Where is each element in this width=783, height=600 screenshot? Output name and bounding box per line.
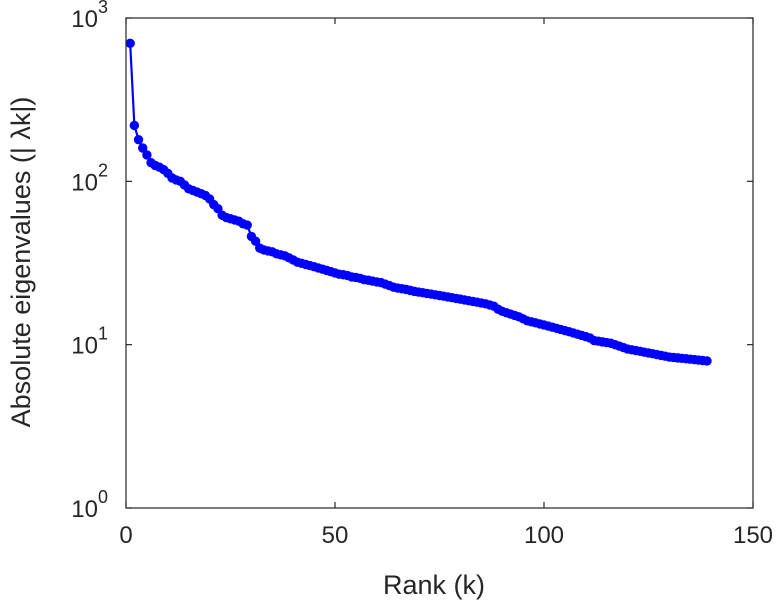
y-tick-exponent: 3 (98, 0, 108, 17)
y-tick-base: 10 (71, 169, 98, 196)
y-tick-label: 100 (71, 487, 108, 523)
data-point (142, 150, 152, 160)
data-point (129, 120, 140, 131)
data-point (250, 236, 261, 246)
x-tick-label: 50 (322, 522, 349, 549)
x-tick-label: 150 (733, 522, 773, 549)
data-point (138, 143, 148, 153)
x-axis-ticks: 0 50 100 150 (119, 18, 773, 549)
y-tick-exponent: 0 (98, 487, 108, 507)
data-point (242, 220, 252, 230)
y-tick-base: 10 (71, 496, 98, 523)
series-layer (125, 38, 712, 366)
y-tick-base: 10 (71, 6, 98, 33)
x-tick-label: 0 (119, 522, 132, 549)
data-point (213, 203, 223, 214)
data-point (702, 356, 712, 366)
plot-area (126, 18, 753, 508)
axes-box (125, 17, 754, 509)
x-tick-label: 100 (524, 522, 564, 549)
y-tick-label: 103 (71, 0, 108, 33)
data-point (133, 134, 144, 145)
y-tick-exponent: 2 (98, 160, 108, 180)
y-tick-base: 10 (71, 333, 98, 360)
data-point (125, 38, 135, 49)
y-tick-label: 102 (71, 160, 108, 196)
y-tick-exponent: 1 (98, 324, 108, 344)
y-axis-label: Absolute eigenvalues (| λk|) (6, 97, 36, 428)
y-tick-label: 101 (71, 324, 108, 360)
x-axis-label: Rank (k) (383, 570, 485, 600)
